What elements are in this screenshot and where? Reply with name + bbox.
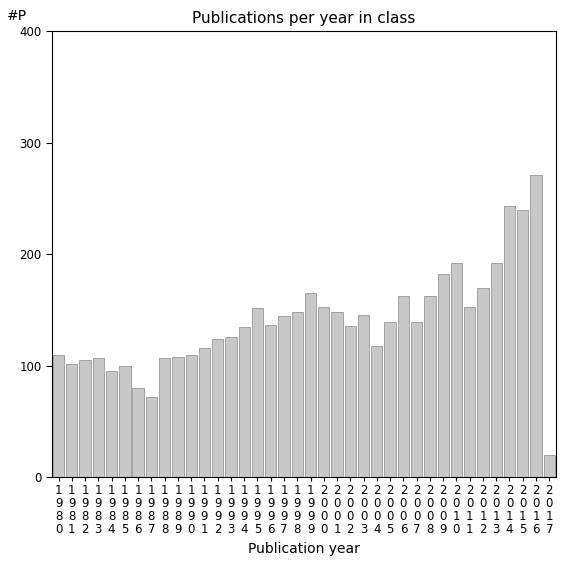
Bar [79, 360, 91, 477]
Bar [212, 339, 223, 477]
Bar [530, 175, 541, 477]
Bar [146, 397, 157, 477]
Bar [185, 355, 197, 477]
Bar [93, 358, 104, 477]
Bar [544, 455, 555, 477]
Bar [477, 288, 489, 477]
Bar [332, 312, 342, 477]
Bar [345, 326, 356, 477]
Y-axis label: #P: #P [7, 9, 27, 23]
Bar [424, 295, 435, 477]
Bar [252, 308, 263, 477]
Bar [464, 307, 475, 477]
Title: Publications per year in class: Publications per year in class [192, 11, 416, 26]
Bar [66, 363, 78, 477]
Bar [371, 346, 383, 477]
Bar [239, 327, 250, 477]
Bar [438, 274, 449, 477]
Bar [106, 371, 117, 477]
Bar [318, 307, 329, 477]
Bar [278, 316, 290, 477]
X-axis label: Publication year: Publication year [248, 542, 360, 556]
Bar [384, 323, 396, 477]
Bar [517, 210, 528, 477]
Bar [490, 263, 502, 477]
Bar [133, 388, 144, 477]
Bar [53, 355, 64, 477]
Bar [451, 263, 462, 477]
Bar [225, 337, 236, 477]
Bar [411, 323, 422, 477]
Bar [305, 294, 316, 477]
Bar [119, 366, 130, 477]
Bar [291, 312, 303, 477]
Bar [172, 357, 184, 477]
Bar [265, 325, 276, 477]
Bar [397, 295, 409, 477]
Bar [358, 315, 369, 477]
Bar [159, 358, 170, 477]
Bar [504, 206, 515, 477]
Bar [199, 348, 210, 477]
